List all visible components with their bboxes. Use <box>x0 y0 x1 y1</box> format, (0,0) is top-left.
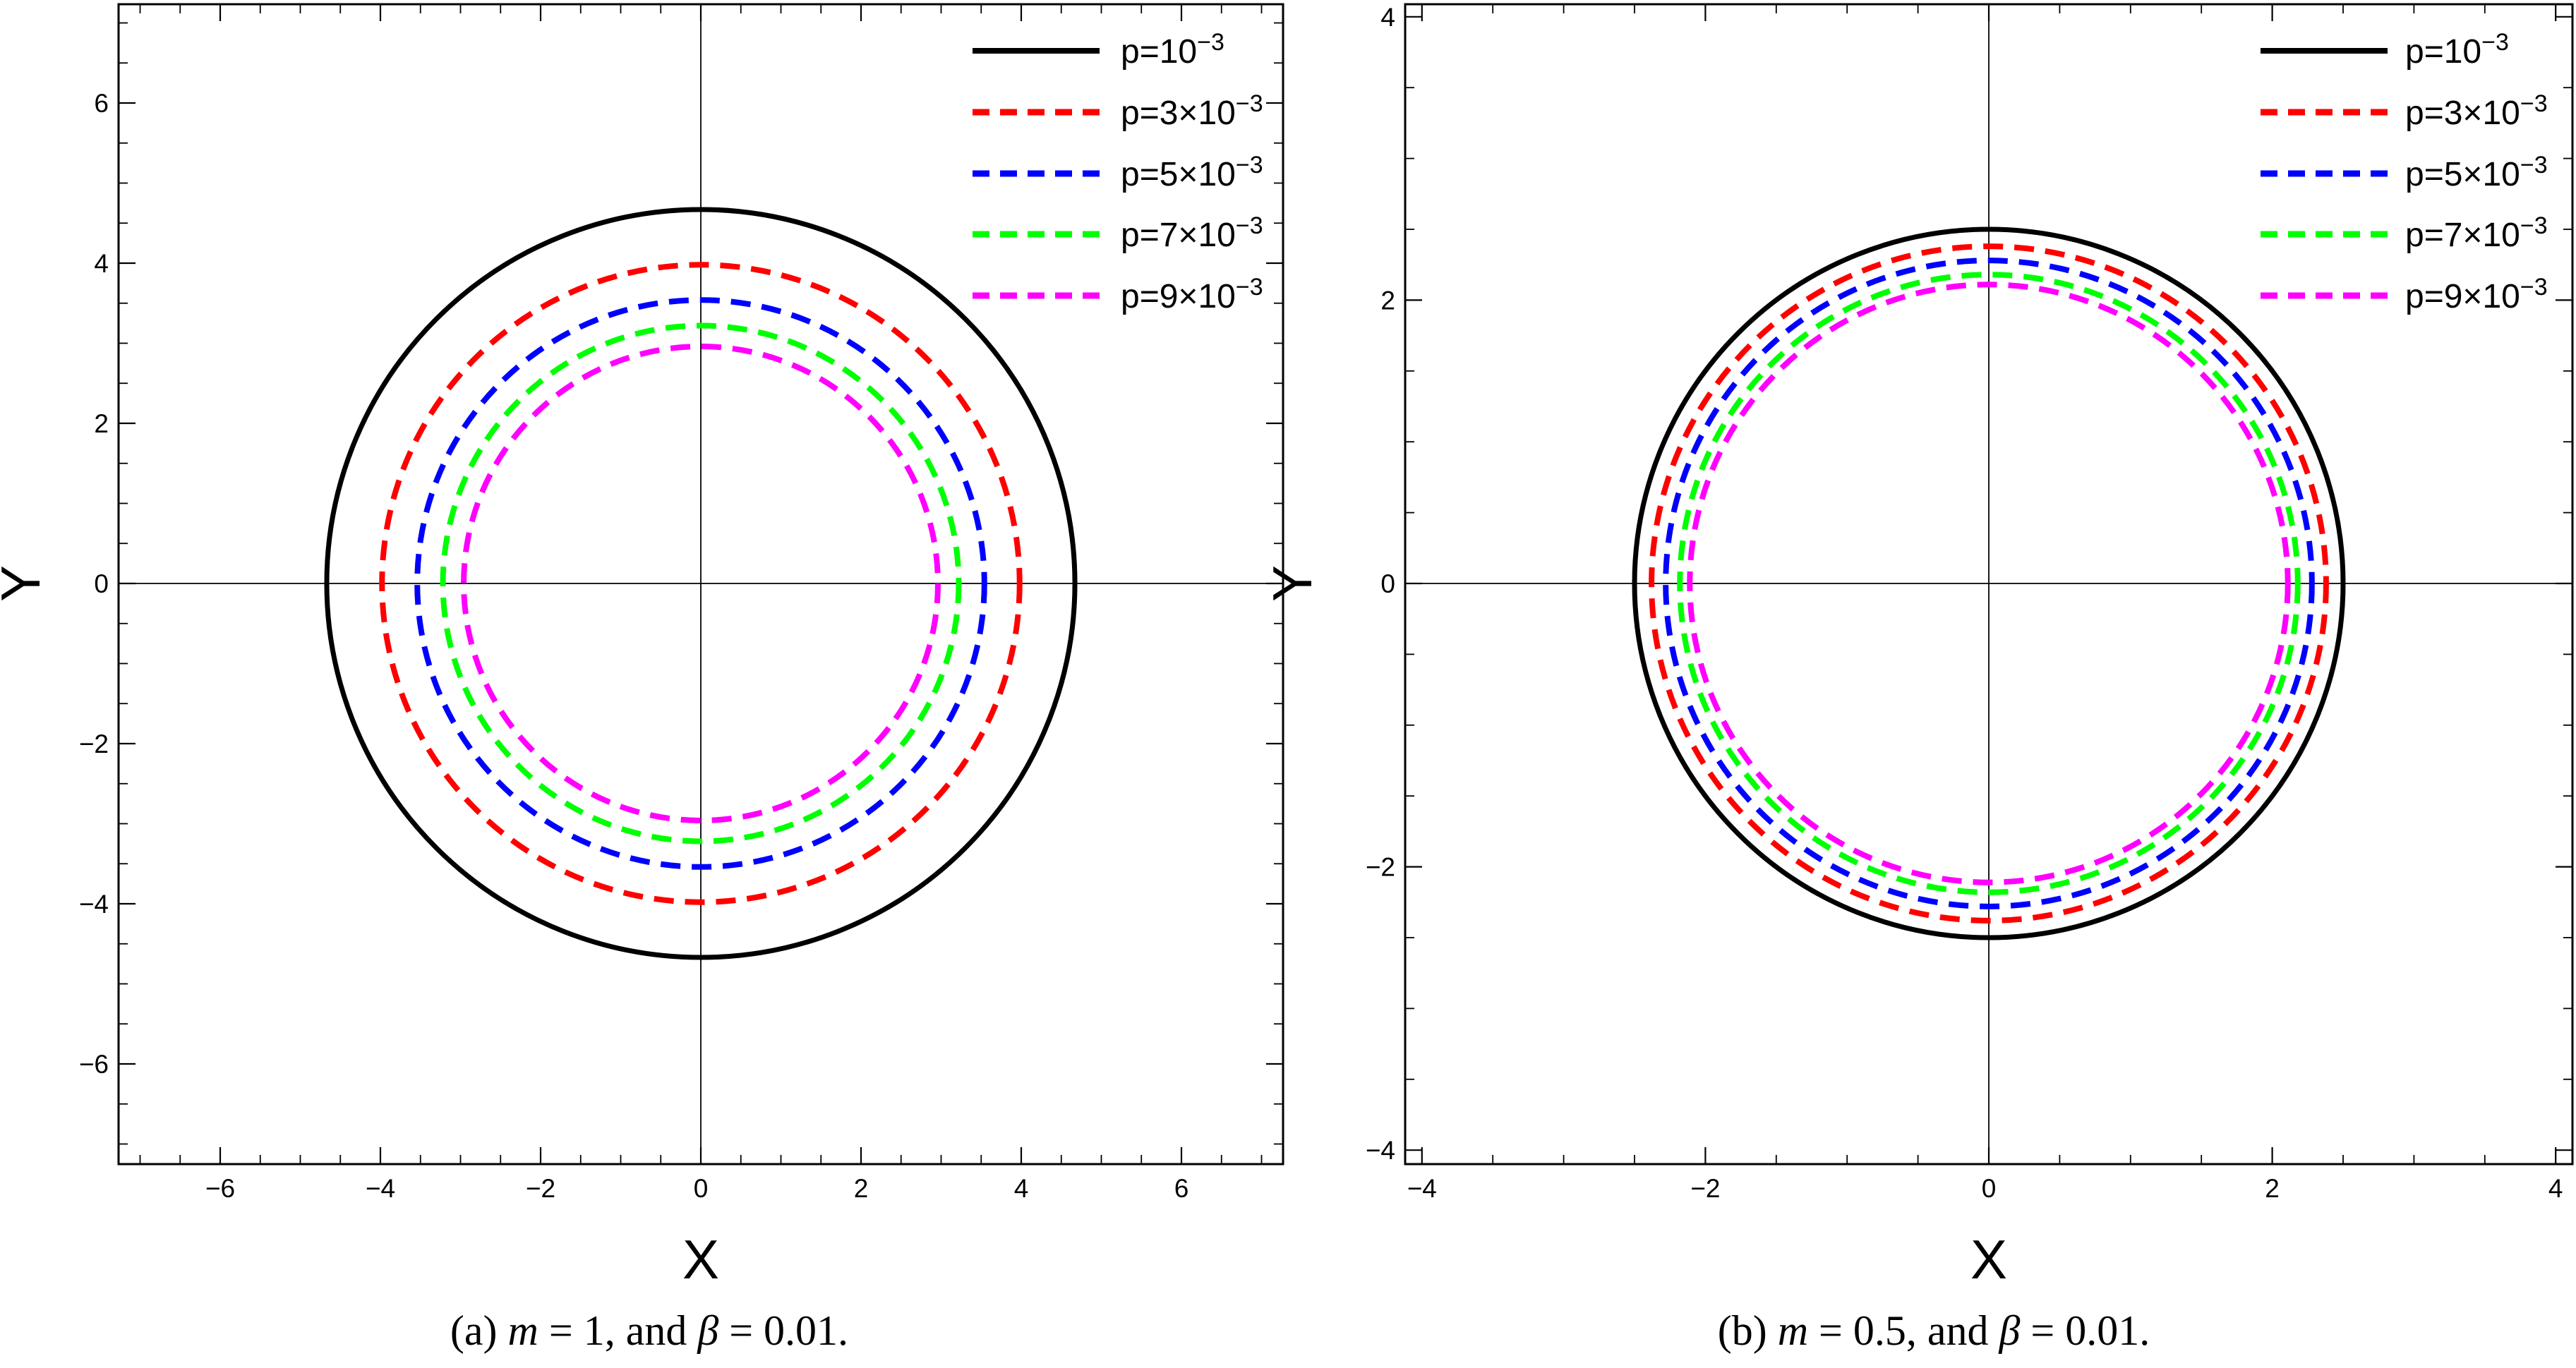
y-tick-label: 6 <box>94 89 109 118</box>
x-tick-label: −2 <box>526 1174 555 1203</box>
legend-label: p=5×10−3 <box>1121 152 1263 193</box>
legend-label: p=3×10−3 <box>1121 90 1263 132</box>
x-tick-label: −6 <box>205 1174 235 1203</box>
plot-frame <box>1404 3 2574 1166</box>
x-tick-label: −4 <box>366 1174 395 1203</box>
panel-b: −4 −2 0 2 4 −4 −2 0 2 4 p=10−3 p=3×10−3 p=5×10−3 p=7×… <box>1261 3 2574 1354</box>
legend-label: p=3×10−3 <box>2405 90 2548 132</box>
x-axis-title: X <box>1970 1228 2007 1290</box>
x-tick-label: 2 <box>854 1174 869 1203</box>
legend-label: p=7×10−3 <box>2405 212 2548 254</box>
shadow-circle-b-4 <box>1687 282 2291 885</box>
legend-label: p=7×10−3 <box>1121 212 1263 254</box>
y-tick-label: 4 <box>1380 3 1395 32</box>
x-tick-label: 2 <box>2265 1174 2280 1203</box>
panel-caption: (a) m = 1, and β = 0.01. <box>450 1307 848 1354</box>
legend-label: p=9×10−3 <box>2405 274 2548 315</box>
y-tick-label: 0 <box>94 569 109 598</box>
legend-label: p=5×10−3 <box>2405 152 2548 193</box>
y-tick-label: −6 <box>79 1050 109 1079</box>
y-tick-label: 0 <box>1380 569 1395 598</box>
legend-label: p=10−3 <box>1121 29 1224 71</box>
x-tick-label: 4 <box>1014 1174 1029 1203</box>
shadow-circle-b-1 <box>1649 243 2329 924</box>
y-tick-label: 2 <box>94 409 109 438</box>
shadow-circle-a-0 <box>324 207 1078 960</box>
y-axis-title: Y <box>1261 565 1323 602</box>
x-tick-label: 6 <box>1174 1174 1189 1203</box>
y-tick-label: −2 <box>79 730 109 758</box>
y-tick-label: 4 <box>94 249 109 278</box>
x-tick-label: −4 <box>1407 1174 1437 1203</box>
y-tick-label: 2 <box>1380 286 1395 315</box>
panel-a: −6 −4 −2 0 2 4 6 −6 −4 −2 0 2 4 6 p=10−3 p=3×10−3 p=5×10… <box>0 3 1284 1354</box>
shadow-circle-a-1 <box>379 262 1023 905</box>
shadow-circle-b-0 <box>1632 226 2346 940</box>
x-tick-label: 0 <box>694 1174 709 1203</box>
y-axis-title: Y <box>0 565 52 602</box>
legend-label: p=9×10−3 <box>1121 274 1263 315</box>
shadow-circle-a-3 <box>440 322 962 845</box>
shadow-circle-a-2 <box>414 297 987 870</box>
panel-caption: (b) m = 0.5, and β = 0.01. <box>1718 1307 2150 1354</box>
y-tick-label: −4 <box>1366 1136 1395 1165</box>
shadow-circle-b-2 <box>1663 258 2315 909</box>
legend-label: p=10−3 <box>2405 29 2509 71</box>
y-tick-label: −2 <box>1366 853 1395 882</box>
shadow-circle-a-4 <box>461 344 941 823</box>
shadow-circle-b-3 <box>1677 272 2301 895</box>
x-axis-title: X <box>682 1228 719 1290</box>
y-tick-label: −4 <box>79 890 109 919</box>
plot-frame <box>117 3 1284 1166</box>
x-tick-label: 4 <box>2548 1174 2563 1203</box>
x-tick-label: 0 <box>1982 1174 1997 1203</box>
x-tick-label: −2 <box>1690 1174 1720 1203</box>
